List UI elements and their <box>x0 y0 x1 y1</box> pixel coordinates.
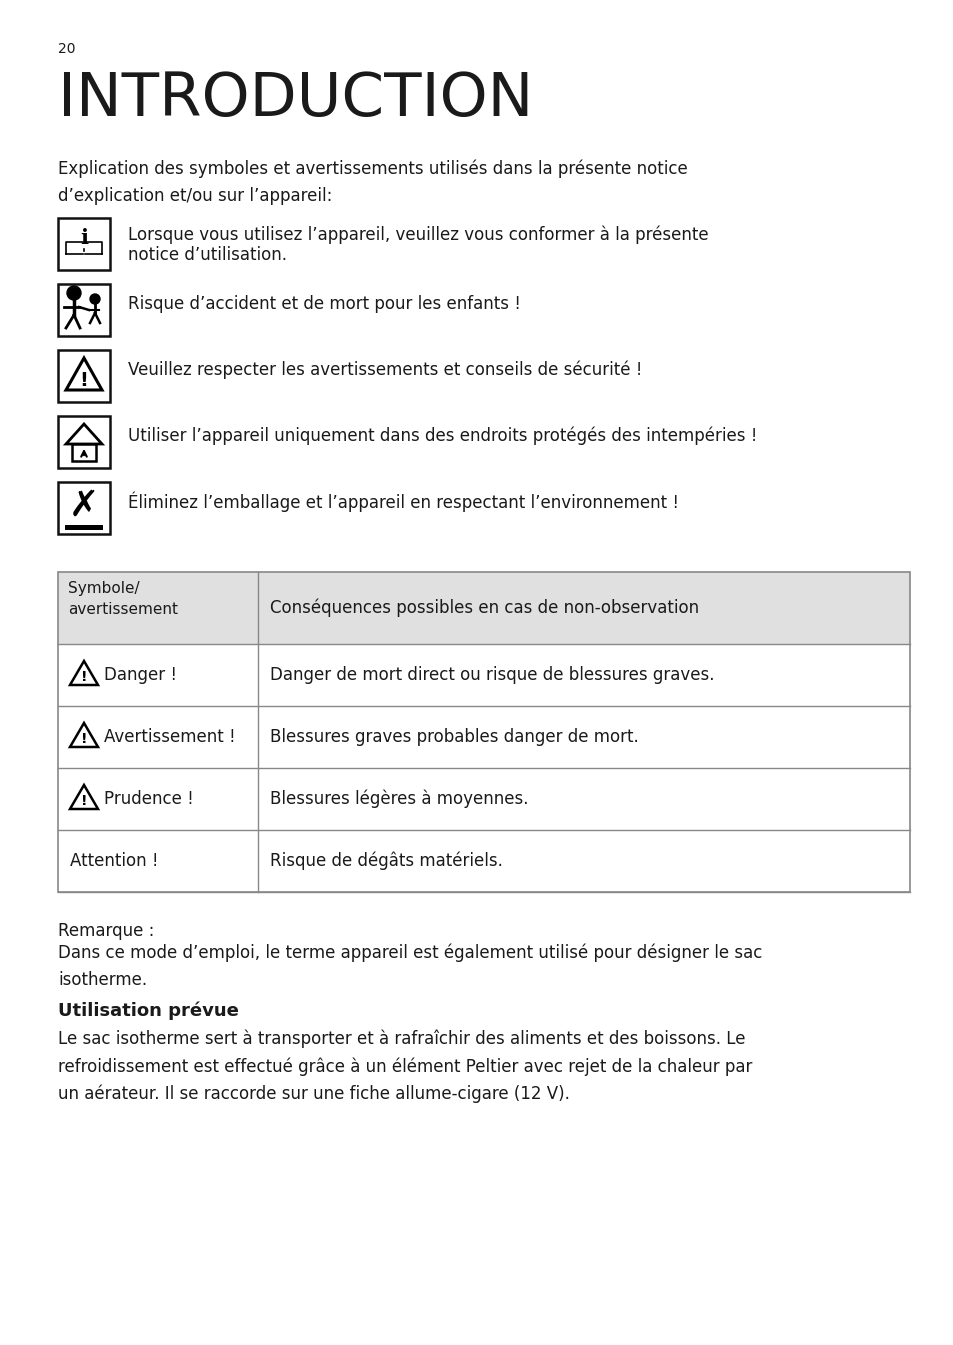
Text: Éliminez l’emballage et l’appareil en respectant l’environnement !: Éliminez l’emballage et l’appareil en re… <box>128 492 679 512</box>
Text: Veuillez respecter les avertissements et conseils de sécurité !: Veuillez respecter les avertissements et… <box>128 360 641 379</box>
Polygon shape <box>66 358 102 390</box>
Text: Le sac isotherme sert à transporter et à rafraîchir des aliments et des boissons: Le sac isotherme sert à transporter et à… <box>58 1030 752 1103</box>
Text: Symbole/
avertissement: Symbole/ avertissement <box>68 581 178 617</box>
Text: !: ! <box>79 371 89 390</box>
Circle shape <box>90 295 100 304</box>
Bar <box>58 350 110 402</box>
Text: Blessures graves probables danger de mort.: Blessures graves probables danger de mor… <box>270 728 639 746</box>
Text: Utiliser l’appareil uniquement dans des endroits protégés des intempéries !: Utiliser l’appareil uniquement dans des … <box>128 426 757 445</box>
Text: Lorsque vous utilisez l’appareil, veuillez vous conformer à la présente: Lorsque vous utilisez l’appareil, veuill… <box>128 226 708 245</box>
Text: Conséquences possibles en cas de non-observation: Conséquences possibles en cas de non-obs… <box>270 599 699 617</box>
Text: Danger !: Danger ! <box>104 666 177 685</box>
Bar <box>58 830 909 892</box>
Text: Danger de mort direct ou risque de blessures graves.: Danger de mort direct ou risque de bless… <box>270 666 714 685</box>
Bar <box>58 482 110 534</box>
Circle shape <box>67 286 81 300</box>
Bar <box>58 284 110 336</box>
Text: Explication des symboles et avertissements utilisés dans la présente notice
d’ex: Explication des symboles et avertissemen… <box>58 160 687 204</box>
Text: !: ! <box>81 794 87 808</box>
Text: Risque de dégâts matériels.: Risque de dégâts matériels. <box>270 851 502 870</box>
Polygon shape <box>70 660 98 685</box>
Bar <box>65 525 103 530</box>
Polygon shape <box>70 724 98 746</box>
Polygon shape <box>66 424 102 444</box>
Text: 20: 20 <box>58 42 75 56</box>
Bar <box>58 416 110 468</box>
Text: !: ! <box>81 670 87 685</box>
Text: notice d’utilisation.: notice d’utilisation. <box>128 246 287 264</box>
Bar <box>58 644 909 706</box>
Text: !: ! <box>81 732 87 746</box>
Bar <box>58 572 909 644</box>
Bar <box>58 768 909 830</box>
Bar <box>58 706 909 768</box>
Text: i: i <box>80 229 88 247</box>
Text: INTRODUCTION: INTRODUCTION <box>58 70 533 129</box>
Bar <box>58 572 909 892</box>
Polygon shape <box>70 785 98 808</box>
Text: ✗: ✗ <box>69 490 99 523</box>
Text: Risque d’accident et de mort pour les enfants !: Risque d’accident et de mort pour les en… <box>128 295 520 313</box>
Text: Prudence !: Prudence ! <box>104 790 193 808</box>
Text: Remarque :: Remarque : <box>58 923 154 940</box>
Text: Attention !: Attention ! <box>70 851 158 870</box>
Bar <box>71 444 96 461</box>
Text: Utilisation prévue: Utilisation prévue <box>58 1002 238 1021</box>
Text: Dans ce mode d’emploi, le terme appareil est également utilisé pour désigner le : Dans ce mode d’emploi, le terme appareil… <box>58 944 761 989</box>
Text: Avertissement !: Avertissement ! <box>104 728 235 746</box>
Bar <box>58 218 110 270</box>
Text: Blessures légères à moyennes.: Blessures légères à moyennes. <box>270 790 528 808</box>
